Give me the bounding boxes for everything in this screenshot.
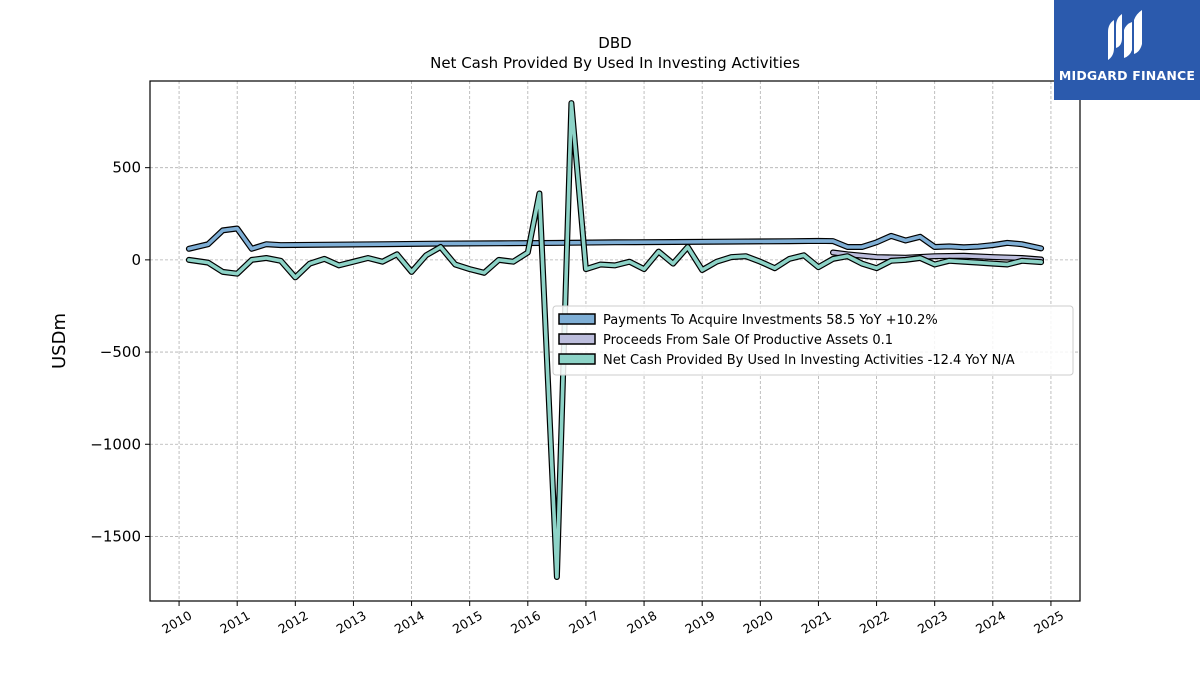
legend-box [552,305,1074,376]
x-tick-label: 2021 [799,608,834,637]
legend: Payments To Acquire Investments 58.5 YoY… [552,305,1074,376]
x-tick-label: 2016 [508,608,543,637]
y-tick-label: −1500 [90,527,141,545]
legend-swatch-1 [558,333,596,345]
legend-label-2: Net Cash Provided By Used In Investing A… [603,353,1015,368]
chart-subtitle: Net Cash Provided By Used In Investing A… [430,54,800,72]
series-layer [185,100,1045,580]
series-line-1 [831,250,1043,262]
x-tick-label: 2014 [392,608,427,637]
midgard-logo-icon [1108,10,1142,60]
x-tick-label: 2017 [566,608,601,637]
plot-frame [149,80,1081,602]
y-tick-label: −1000 [90,435,141,453]
midgard-logo: MIDGARD FINANCE [1054,0,1200,100]
y-tick-label: 0 [131,251,141,269]
series-line-2 [187,101,1043,579]
y-tick-label: 500 [112,159,141,177]
x-tick-label: 2011 [217,608,252,637]
legend-label-0: Payments To Acquire Investments 58.5 YoY… [603,313,938,328]
x-tick-label: 2023 [915,608,950,637]
x-tick-label: 2010 [159,608,194,637]
x-tick-label: 2025 [1031,608,1066,637]
x-tick-label: 2013 [334,608,369,637]
x-tick-label: 2015 [450,608,485,637]
series-line-0 [187,226,1043,251]
legend-label-1: Proceeds From Sale Of Productive Assets … [603,333,893,348]
x-tick-label: 2012 [276,608,311,637]
logo-text: MIDGARD FINANCE [1058,68,1196,83]
x-tick-label: 2018 [624,608,659,637]
x-tick-label: 2024 [973,608,1008,637]
legend-swatch-0 [558,313,596,325]
y-tick-label: −500 [100,343,141,361]
x-tick-label: 2019 [682,608,717,637]
x-tick-label: 2020 [741,608,776,637]
chart-title: DBD [598,34,631,52]
x-tick-label: 2022 [857,608,892,637]
y-axis-label: USDm [49,313,70,369]
legend-swatch-2 [558,353,596,365]
